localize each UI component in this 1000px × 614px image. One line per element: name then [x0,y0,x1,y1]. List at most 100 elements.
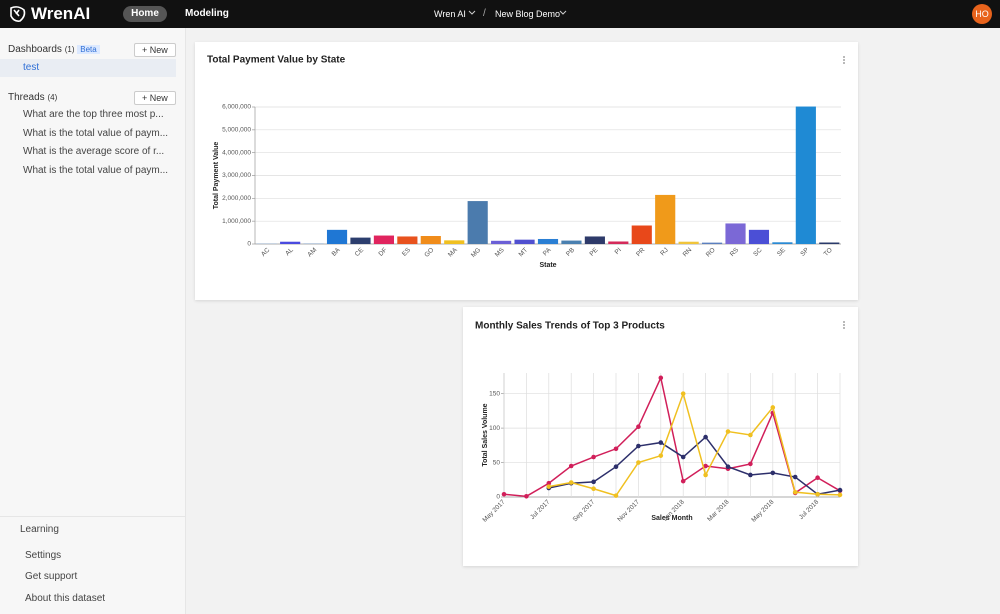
y-axis-title: Total Payment Value [213,142,220,210]
data-point [591,454,596,460]
data-point [748,432,753,438]
bar [420,236,441,244]
x-tick-label: Mar 2018 [706,498,731,523]
data-point [680,478,686,484]
x-tick-label: May 2017 [481,498,506,523]
avatar[interactable]: HO [972,4,992,24]
data-point [680,454,686,460]
bar [678,241,699,244]
about-item[interactable]: About this dataset [25,593,106,604]
y-tick-label: 3,000,000 [222,172,251,179]
x-tick-label: RN [682,246,694,258]
data-point [546,484,552,489]
x-tick-label: PE [588,246,600,258]
y-tick-label: 150 [489,390,500,397]
dashboard-item[interactable]: test [0,59,176,77]
bar [537,238,559,244]
data-point [770,470,776,476]
thread-item[interactable]: What is the total value of paym... [23,128,169,139]
bar [748,229,770,244]
bar [444,240,465,244]
bar [795,106,816,244]
data-point [815,491,820,497]
data-point [613,446,619,452]
dashboards-label: Dashboards [8,44,62,55]
bar [491,240,512,244]
data-point [636,460,641,465]
y-axis-title: Total Sales Volume [482,403,489,466]
y-tick-label: 2,000,000 [222,195,251,202]
menu-dot [843,324,845,326]
data-point [703,463,708,469]
bar [514,239,535,244]
data-point [792,489,798,495]
settings-item[interactable]: Settings [25,550,62,561]
learning-item[interactable]: Learning [20,524,59,535]
x-tick-label: Nov 2017 [616,498,641,523]
bar [326,229,348,244]
new-dashboard-button[interactable]: + New [134,43,176,57]
new-thread-button[interactable]: + New [134,91,176,105]
data-point [658,453,664,458]
data-point [613,493,619,498]
x-axis-title: State [539,262,556,269]
data-point [658,440,664,445]
bar [631,225,652,244]
data-point [770,405,776,410]
x-tick-label: MS [494,246,506,258]
threads-label: Threads [8,92,45,103]
x-tick-label: AM [306,247,318,259]
x-tick-label: DF [377,247,388,258]
y-tick-label: 1,000,000 [222,218,251,225]
data-point [636,443,641,449]
support-item[interactable]: Get support [25,571,78,582]
data-point [613,464,619,469]
x-tick-label: May 2018 [750,498,775,523]
data-point [748,461,753,467]
bar [772,242,793,244]
series-line [548,435,841,496]
menu-dot [843,327,845,329]
threads-title: Threads (4) [8,92,57,103]
data-point [815,475,820,481]
x-tick-label: SC [752,246,764,258]
data-point [792,474,798,480]
x-tick-label: PI [614,247,623,256]
nav-home[interactable]: Home [123,6,167,22]
series-line [548,391,841,497]
x-tick-label: PA [542,246,553,257]
chevron [559,10,567,15]
data-point [680,391,686,396]
x-tick-label: ES [401,246,413,258]
bar [608,241,629,244]
chart-title: Monthly Sales Trends of Top 3 Products [475,321,665,332]
x-tick-label: CE [354,246,366,258]
top-bar: WrenAI Home Modeling Wren AI / New Blog … [0,0,1000,28]
logo-icon [10,6,26,22]
x-tick-label: MT [518,247,530,259]
y-tick-label: 0 [496,494,500,501]
bar [397,236,418,244]
data-point [501,491,507,497]
data-point [725,464,731,469]
data-point [748,472,753,478]
nav-modeling[interactable]: Modeling [185,8,229,19]
bar [584,236,605,244]
thread-item[interactable]: What are the top three most p... [23,109,164,120]
thread-item[interactable]: What is the average score of r... [23,146,165,157]
y-tick-label: 4,000,000 [222,149,251,156]
dataset-select[interactable]: New Blog Demo [495,9,561,19]
x-tick-label: PR [635,246,647,258]
bar [467,201,488,244]
menu-dot [843,56,845,58]
thread-item[interactable]: What is the total value of paym... [23,165,169,176]
dashboards-title: Dashboards (1) Beta [8,44,100,55]
project-select[interactable]: Wren AI [434,9,466,19]
bar [819,242,840,244]
new-label: New [149,45,168,55]
bar [373,235,394,244]
data-point [591,486,596,492]
divider [0,516,185,517]
chevron [468,10,476,15]
